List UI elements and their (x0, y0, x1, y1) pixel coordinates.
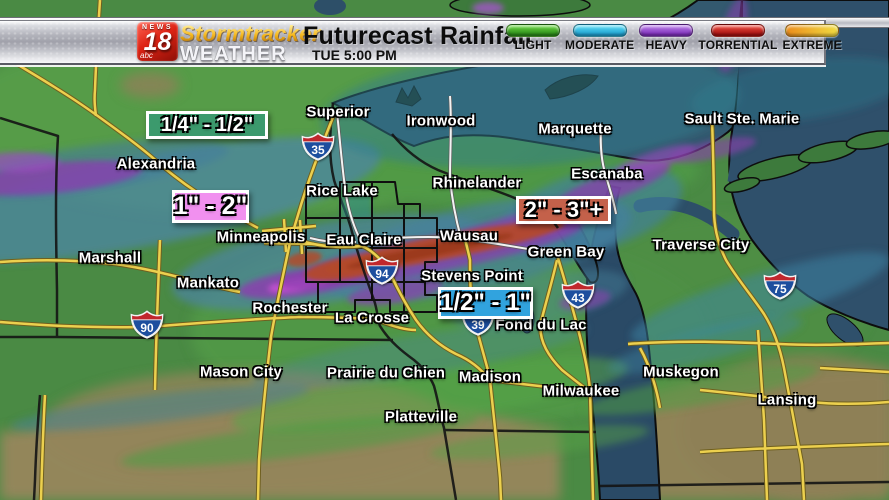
interstate-35-shield: 35 (301, 132, 335, 167)
legend-color-bar (506, 24, 560, 37)
city-label-rice-lake: Rice Lake (306, 182, 378, 200)
svg-text:35: 35 (311, 143, 325, 157)
svg-text:39: 39 (471, 318, 485, 332)
legend-color-bar (785, 24, 840, 37)
interstate-75-shield: 75 (763, 271, 797, 306)
forecast-timestamp: TUE 5:00 PM (312, 47, 397, 63)
rainfall-callout-1-4-1-2: 1/4" - 1/2" (146, 111, 268, 139)
page-title: Futurecast Rainfall (303, 22, 532, 50)
stormtracker-brand: Stormtracker WEATHER (180, 21, 321, 65)
city-label-mankato: Mankato (176, 274, 240, 292)
city-label-platteville: Platteville (384, 408, 458, 426)
legend-label: LIGHT (514, 38, 552, 52)
city-label-la-crosse: La Crosse (334, 309, 410, 327)
legend-color-bar (710, 24, 765, 37)
city-label-prairie-du-chien: Prairie du Chien (326, 364, 446, 382)
news18-logo: NEWS 18 abc (137, 22, 178, 61)
legend-item-extreme: EXTREME (783, 24, 842, 52)
legend-item-heavy: HEAVY (639, 24, 694, 52)
city-label-eau-claire: Eau Claire (326, 231, 402, 249)
city-label-rochester: Rochester (252, 299, 328, 317)
city-label-lansing: Lansing (757, 391, 817, 409)
city-label-minneapolis: Minneapolis (216, 228, 306, 246)
brand-weather-text: WEATHER (180, 43, 287, 65)
brand-stormtracker-text: Stormtracker (180, 21, 321, 46)
city-label-muskegon: Muskegon (643, 363, 719, 381)
city-label-madison: Madison (458, 368, 522, 386)
logo-abc-text: abc (140, 51, 153, 60)
logo-news-text: NEWS (142, 24, 173, 31)
city-label-milwaukee: Milwaukee (542, 382, 620, 400)
logo-channel-number: 18 (143, 28, 172, 56)
legend-color-bar (572, 24, 627, 37)
interstate-94-shield: 94 (365, 256, 399, 291)
rainfall-callout-1-2: 1" - 2" (172, 190, 249, 223)
legend-label: MODERATE (565, 38, 635, 52)
city-label-mason-city: Mason City (199, 363, 283, 381)
legend-item-torrential: TORRENTIAL (698, 24, 777, 52)
svg-text:90: 90 (140, 321, 154, 335)
svg-text:43: 43 (571, 291, 585, 305)
city-label-sault-ste-marie: Sault Ste. Marie (684, 110, 800, 128)
city-label-wausau: Wausau (439, 227, 499, 245)
city-label-superior: Superior (306, 103, 370, 121)
city-label-rhinelander: Rhinelander (432, 174, 522, 192)
rainfall-callout-1-2-1: 1/2" - 1" (438, 287, 533, 319)
city-label-green-bay: Green Bay (527, 243, 605, 261)
city-label-traverse-city: Traverse City (652, 236, 750, 254)
legend-item-light: LIGHT (506, 24, 560, 52)
interstate-43-shield: 43 (561, 280, 595, 315)
header-bar: NEWS 18 abc Stormtracker WEATHER Futurec… (0, 20, 842, 65)
city-label-alexandria: Alexandria (116, 155, 196, 173)
interstate-90-shield: 90 (130, 310, 164, 345)
svg-text:75: 75 (773, 282, 787, 296)
legend-color-bar (639, 24, 694, 37)
rainfall-callout-2-3: 2" - 3"+ (516, 196, 611, 224)
svg-text:94: 94 (375, 267, 389, 281)
city-label-marshall: Marshall (78, 249, 142, 267)
city-label-stevens-point: Stevens Point (421, 267, 523, 285)
city-label-ironwood: Ironwood (406, 112, 476, 130)
legend-item-moderate: MODERATE (565, 24, 634, 52)
legend-label: HEAVY (645, 38, 688, 52)
legend-label: EXTREME (782, 38, 842, 52)
city-label-fond-du-lac: Fond du Lac (495, 316, 587, 334)
city-label-escanaba: Escanaba (571, 165, 643, 183)
city-label-marquette: Marquette (538, 120, 612, 138)
rainfall-legend: LIGHT MODERATE HEAVY TORRENTIAL EXTREME (506, 24, 842, 52)
legend-label: TORRENTIAL (698, 38, 778, 52)
